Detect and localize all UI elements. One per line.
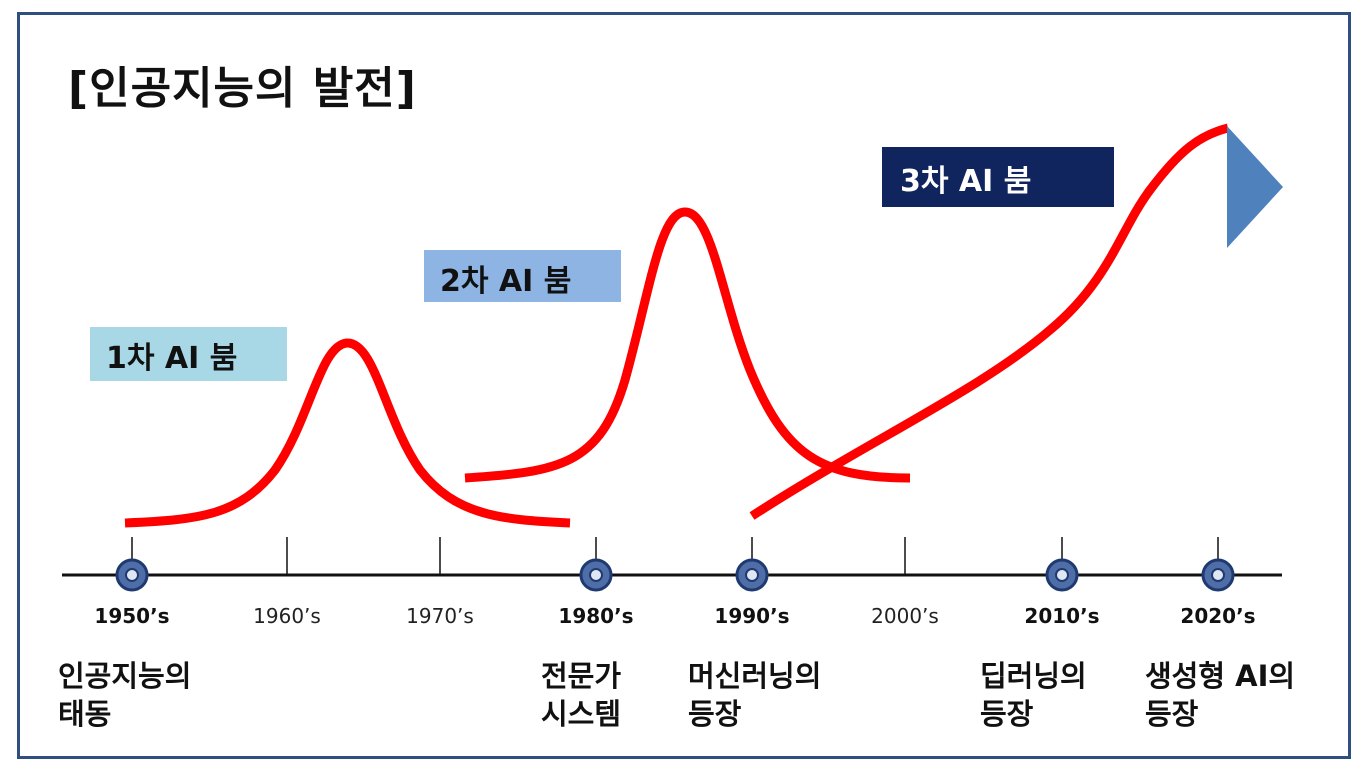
first-boom-curve [124,338,571,528]
event-line: 태동 [58,697,112,731]
year-label-1980s: 1980’s [558,604,634,628]
growth-arrow-icon [1227,126,1283,248]
year-label-1950s: 1950’s [94,604,170,628]
event-line: 등장 [980,697,1034,731]
event-line: 등장 [1145,697,1199,731]
event-deep-learning: 딥러닝의 등장 [980,657,1087,733]
year-label-2000s: 2000’s [871,604,939,628]
milestone-marker-center [125,568,139,582]
diagram-title: [인공지능의 발전] [68,63,417,114]
second-ai-boom-label: 2차 AI 붐 [424,250,621,302]
milestone-marker-center [745,568,759,582]
event-line: 인공지능의 [58,659,192,693]
event-line: 시스템 [541,697,622,731]
year-label-2020s: 2020’s [1180,604,1256,628]
third-ai-boom-label: 3차 AI 붐 [882,147,1114,207]
event-line: 전문가 [541,659,622,693]
event-generative-ai: 생성형 AI의 등장 [1145,657,1295,733]
milestone-marker-center [589,568,603,582]
timeline-ticks [115,537,1235,592]
diagram-frame [17,12,1351,759]
event-machine-learning: 머신러닝의 등장 [688,657,821,733]
year-label-1960s: 1960’s [253,604,321,628]
year-label-1990s: 1990’s [714,604,790,628]
event-line: 머신러닝의 [688,659,822,693]
milestone-marker-center [1055,568,1069,582]
first-ai-boom-label: 1차 AI 붐 [90,327,287,381]
event-line: 등장 [688,697,742,731]
event-line: 생성형 AI의 [1145,659,1296,693]
year-label-1970s: 1970’s [406,604,474,628]
event-line: 딥러닝의 [980,659,1087,693]
year-label-2010s: 2010’s [1024,604,1100,628]
milestone-marker-center [1211,568,1225,582]
third-boom-curve [749,123,1230,520]
second-boom-curve [464,207,911,483]
event-ai-birth: 인공지능의 태동 [58,657,191,733]
event-expert-system: 전문가 시스템 [541,657,621,733]
